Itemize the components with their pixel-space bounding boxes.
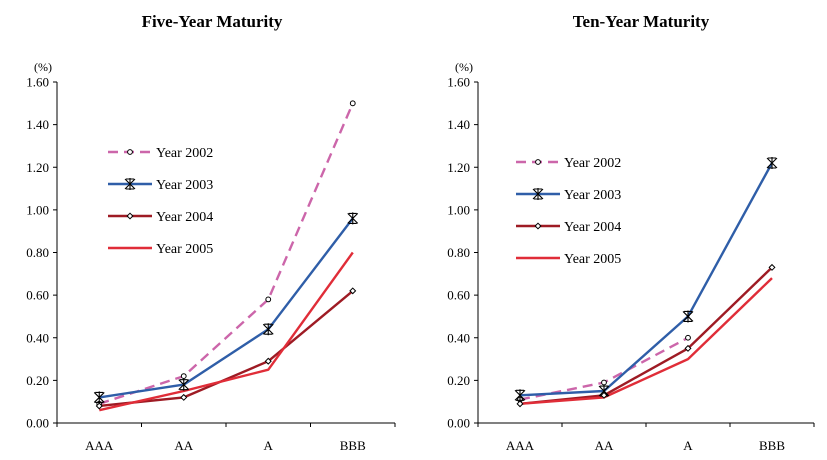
x-tick-label: BBB: [759, 438, 785, 453]
data-point-year-2002: [601, 379, 607, 386]
chart-title: Five-Year Maturity: [142, 12, 283, 31]
legend-label: Year 2002: [564, 156, 621, 171]
data-point-year-2004: [264, 357, 272, 365]
data-point-year-2002: [180, 373, 187, 380]
x-tick-label: AAA: [85, 438, 114, 453]
legend-label: Year 2003: [156, 178, 213, 193]
y-tick-label: 0.20: [447, 373, 470, 388]
data-point-year-2002: [685, 334, 691, 341]
y-tick-label: 1.40: [447, 117, 470, 132]
legend-label: Year 2005: [156, 242, 213, 257]
data-point-year-2003: [262, 323, 274, 336]
x-tick-label: BBB: [340, 438, 366, 453]
data-point-year-2003: [178, 378, 190, 391]
legend-label: Year 2004: [564, 220, 621, 235]
data-point-year-2004: [516, 400, 524, 408]
legend-marker: [127, 149, 133, 155]
data-point-year-2004: [768, 263, 776, 271]
y-tick-label: 0.20: [26, 373, 49, 388]
y-tick-label: 1.60: [447, 75, 470, 90]
data-point-year-2003: [682, 310, 694, 323]
legend-label: Year 2004: [156, 210, 213, 225]
series-line-year-2003: [99, 217, 354, 399]
legend-marker: [534, 222, 542, 230]
series-line-year-2004: [99, 289, 354, 408]
series-line-year-2005: [519, 277, 773, 405]
y-tick-label: 1.00: [447, 202, 470, 217]
data-point-year-2004: [600, 391, 608, 399]
legend-marker: [126, 212, 134, 220]
data-point-year-2003: [766, 156, 778, 169]
legend-label: Year 2002: [156, 146, 213, 161]
data-point-year-2004: [180, 393, 188, 401]
y-tick-label: 0.60: [447, 288, 470, 303]
legend-marker: [532, 188, 544, 200]
y-tick-label: 0.00: [26, 416, 49, 431]
series-line-year-2004: [519, 266, 773, 405]
data-point-year-2002: [349, 100, 356, 107]
five-year-maturity-chart: Five-Year Maturity (%) 0.00 0.20 0.40 0.60 0.8…: [26, 12, 396, 453]
data-point-year-2004: [684, 344, 692, 352]
series-line-year-2005: [99, 251, 354, 412]
y-tick-label: 0.60: [26, 288, 49, 303]
x-tick-label: AA: [174, 438, 193, 453]
x-tick-label: A: [264, 438, 274, 453]
y-tick-label: 0.80: [26, 245, 49, 260]
data-point-year-2003: [93, 391, 105, 404]
data-point-year-2002: [265, 296, 272, 303]
y-tick-label: 0.40: [26, 330, 49, 345]
y-tick-label: 0.80: [447, 245, 470, 260]
y-tick-label: 1.60: [26, 75, 49, 90]
x-tick-label: A: [683, 438, 693, 453]
unit-label: (%): [34, 60, 52, 74]
x-tick-label: AAA: [506, 438, 535, 453]
data-point-year-2003: [347, 212, 359, 225]
data-point-year-2003: [598, 385, 610, 398]
data-point-year-2004: [95, 402, 103, 410]
y-tick-label: 0.40: [447, 330, 470, 345]
legend-marker: [535, 159, 541, 165]
unit-label: (%): [455, 60, 473, 74]
legend-label: Year 2003: [564, 188, 621, 203]
y-tick-label: 0.00: [447, 416, 470, 431]
legend-label: Year 2005: [564, 252, 621, 267]
y-tick-label: 1.00: [26, 202, 49, 217]
series-line-year-2003: [519, 162, 774, 397]
data-point-year-2003: [514, 389, 526, 402]
chart-title: Ten-Year Maturity: [573, 12, 710, 31]
series-line-year-2002: [98, 102, 354, 405]
x-tick-label: AA: [595, 438, 614, 453]
ten-year-maturity-chart: Ten-Year Maturity (%) 0.00 0.20 0.40 0.60 0.80…: [447, 12, 815, 453]
legend-marker: [124, 178, 136, 190]
y-tick-label: 1.20: [26, 160, 49, 175]
y-tick-label: 1.40: [26, 117, 49, 132]
y-tick-label: 1.20: [447, 160, 470, 175]
data-point-year-2004: [349, 287, 357, 295]
